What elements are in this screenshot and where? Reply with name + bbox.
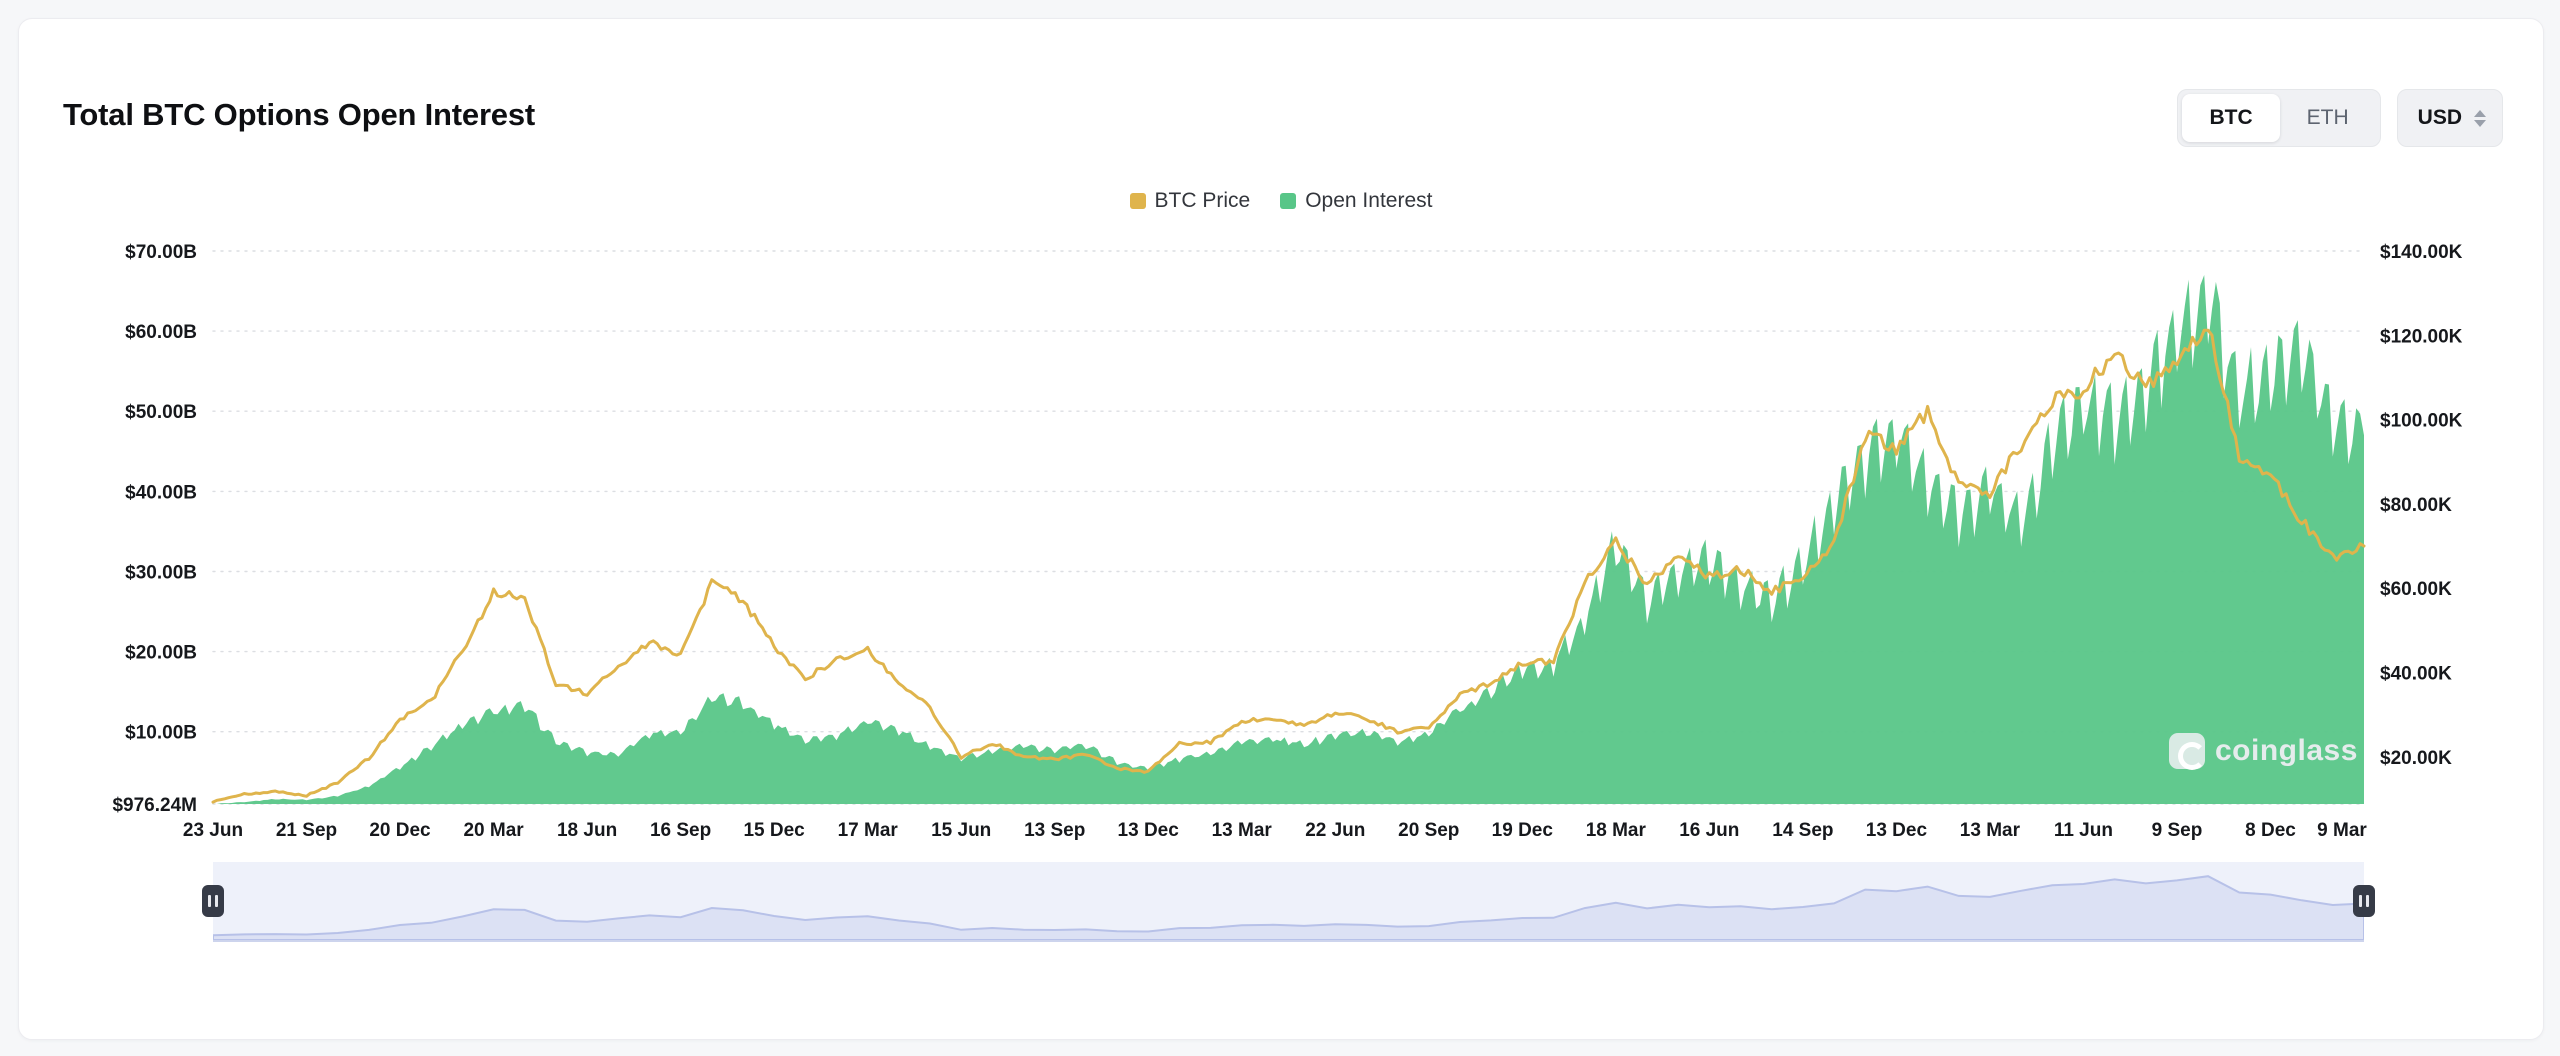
svg-text:9 Mar: 9 Mar [2317, 820, 2367, 841]
range-navigator[interactable] [202, 862, 2375, 942]
legend-item-btc-price[interactable]: BTC Price [1129, 189, 1251, 213]
svg-text:16 Jun: 16 Jun [1679, 820, 1739, 841]
right-axis-labels: $140.00K $120.00K $100.00K $80.00K $60.00K $4… [2380, 242, 2463, 769]
header-controls: BTC ETH USD [2177, 89, 2503, 147]
svg-text:11 Jun: 11 Jun [2054, 820, 2113, 841]
svg-text:$60.00K: $60.00K [2380, 579, 2452, 600]
navigator-left-handle-icon[interactable] [202, 885, 224, 917]
legend-label: BTC Price [1154, 189, 1251, 212]
asset-toggle: BTC ETH [2177, 89, 2381, 147]
svg-text:20 Dec: 20 Dec [369, 820, 431, 841]
legend: BTC Price Open Interest [19, 189, 2543, 213]
up-down-arrows-icon [2474, 109, 2486, 127]
svg-text:$20.00B: $20.00B [125, 643, 197, 664]
svg-text:13 Mar: 13 Mar [1212, 820, 1273, 841]
chart-card: Total BTC Options Open Interest BTC ETH … [18, 18, 2544, 1040]
svg-text:$20.00K: $20.00K [2380, 748, 2452, 769]
svg-text:$140.00K: $140.00K [2380, 242, 2463, 263]
svg-text:8 Dec: 8 Dec [2245, 820, 2296, 841]
svg-text:18 Jun: 18 Jun [557, 820, 617, 841]
svg-text:$100.00K: $100.00K [2380, 411, 2463, 432]
legend-label: Open Interest [1305, 189, 1433, 212]
main-chart[interactable]: $70.00B $60.00B $50.00B $40.00B $30.00B $20.0… [19, 19, 2543, 1039]
svg-text:22 Jun: 22 Jun [1305, 820, 1365, 841]
svg-text:15 Jun: 15 Jun [931, 820, 991, 841]
svg-text:$70.00B: $70.00B [125, 242, 197, 263]
navigator-minichart [213, 875, 2364, 940]
svg-text:16 Sep: 16 Sep [650, 820, 711, 841]
open-interest-area[interactable] [213, 275, 2364, 804]
legend-item-open-interest[interactable]: Open Interest [1280, 189, 1432, 213]
currency-select-value: USD [2417, 106, 2462, 129]
x-axis-labels: 23 Jun 21 Sep 20 Dec 20 Mar 18 Jun 16 Sep 15 D… [183, 820, 2368, 841]
svg-text:$40.00B: $40.00B [125, 482, 197, 503]
svg-text:17 Mar: 17 Mar [838, 820, 899, 841]
page-title: Total BTC Options Open Interest [63, 97, 536, 132]
toggle-eth-button[interactable]: ETH [2280, 94, 2376, 142]
svg-text:$30.00B: $30.00B [125, 563, 197, 584]
svg-text:19 Dec: 19 Dec [1492, 820, 1554, 841]
left-axis-labels: $70.00B $60.00B $50.00B $40.00B $30.00B $20.0… [112, 242, 197, 816]
toggle-btc-button[interactable]: BTC [2182, 94, 2280, 142]
svg-text:$60.00B: $60.00B [125, 322, 197, 343]
svg-text:$40.00K: $40.00K [2380, 664, 2452, 685]
svg-text:9 Sep: 9 Sep [2152, 820, 2203, 841]
open-interest-swatch-icon [1280, 193, 1297, 209]
btc-price-swatch-icon [1129, 193, 1146, 209]
btc-price-line[interactable] [211, 328, 2366, 804]
svg-text:21 Sep: 21 Sep [276, 820, 337, 841]
svg-text:13 Mar: 13 Mar [1960, 820, 2021, 841]
svg-text:20 Mar: 20 Mar [463, 820, 524, 841]
svg-text:23 Jun: 23 Jun [183, 820, 243, 841]
svg-text:$120.00K: $120.00K [2380, 326, 2463, 347]
svg-text:20 Sep: 20 Sep [1398, 820, 1459, 841]
svg-text:18 Mar: 18 Mar [1586, 820, 1647, 841]
svg-text:13 Dec: 13 Dec [1118, 820, 1180, 841]
navigator-right-handle-icon[interactable] [2353, 885, 2375, 917]
svg-text:15 Dec: 15 Dec [743, 820, 805, 841]
svg-text:$50.00B: $50.00B [125, 402, 197, 423]
svg-text:14 Sep: 14 Sep [1772, 820, 1833, 841]
svg-text:$80.00K: $80.00K [2380, 495, 2452, 516]
svg-text:$10.00B: $10.00B [125, 723, 197, 744]
svg-text:$976.24M: $976.24M [112, 795, 197, 816]
svg-text:13 Sep: 13 Sep [1024, 820, 1085, 841]
svg-text:13 Dec: 13 Dec [1866, 820, 1928, 841]
currency-select[interactable]: USD [2396, 89, 2503, 147]
